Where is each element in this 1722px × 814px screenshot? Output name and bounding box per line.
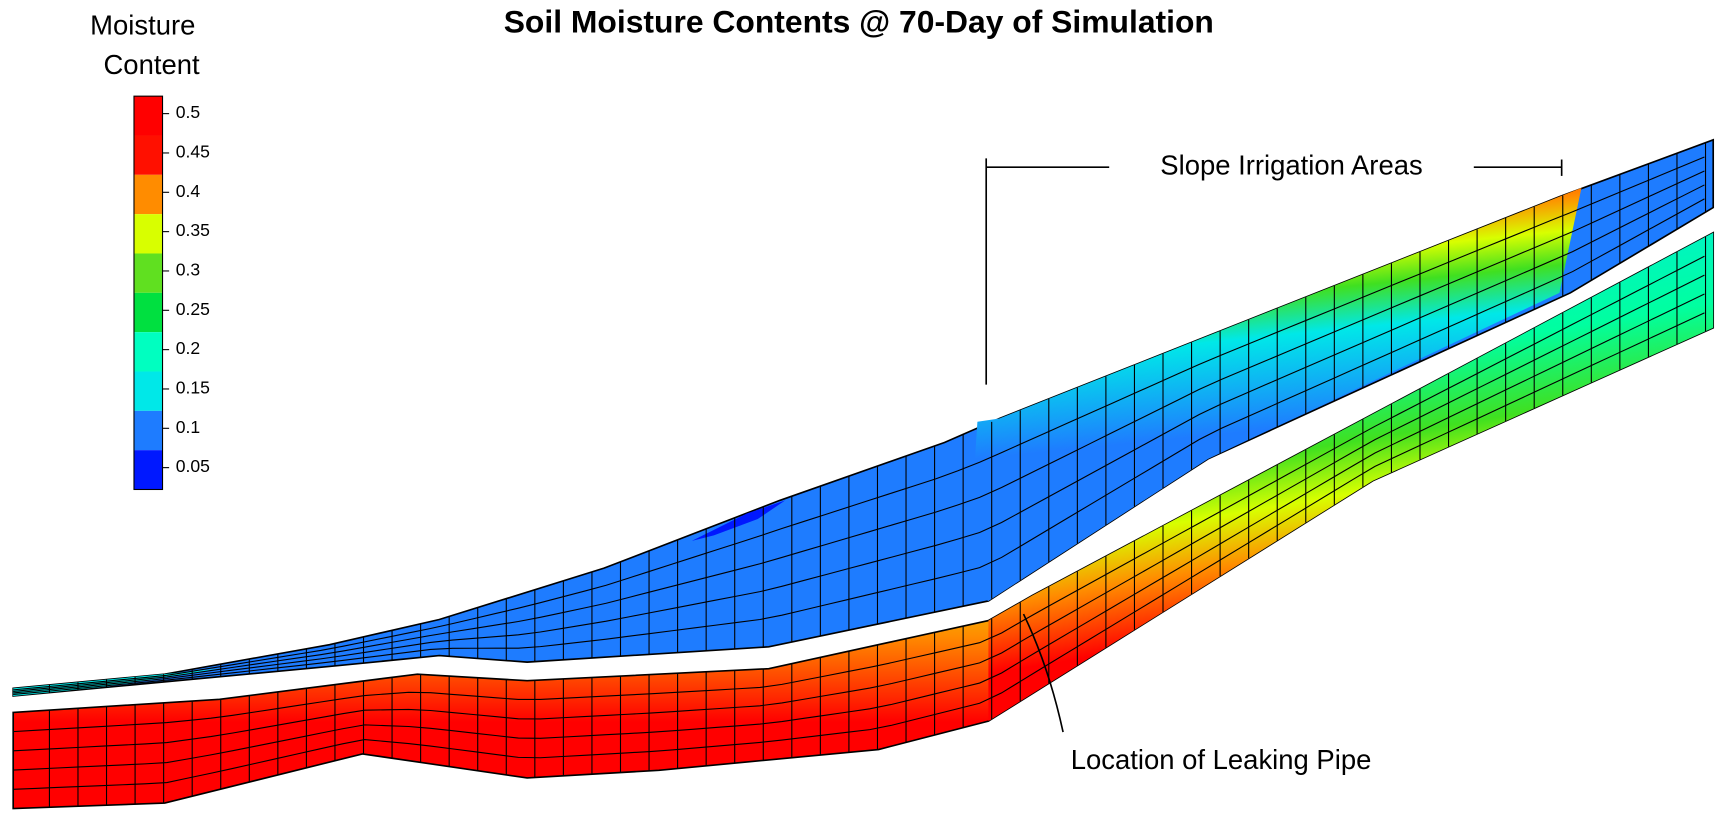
colorbar-label: 0.35	[176, 220, 210, 240]
pipe-pointer	[1022, 613, 1064, 733]
mesh-line	[13, 274, 1705, 752]
bracket	[985, 158, 1563, 385]
colorbar-label: 0.2	[176, 338, 200, 358]
colorbar-label: 0.25	[176, 299, 210, 319]
mesh-line	[13, 184, 1705, 694]
dry-spot	[691, 500, 786, 541]
colorbar-frame	[133, 95, 164, 491]
colorbar-label: 0.15	[176, 378, 210, 398]
mesh-line	[13, 255, 1705, 733]
colorbar-label: 0.05	[176, 456, 210, 476]
colorbar-segment	[133, 214, 163, 254]
colorbar-segment	[133, 410, 163, 451]
irrigated-zone	[966, 187, 1582, 601]
colorbar-label: 0.5	[176, 102, 200, 122]
colorbar-segment	[133, 253, 163, 293]
colorbar-segment	[133, 292, 163, 333]
colorbar-segment	[133, 450, 163, 490]
colorbar: 0.5 0.45 0.4 0.35 0.3 0.25 0.2 0.15 0.1 0.05	[133, 95, 210, 491]
colorbar-segment	[133, 96, 163, 136]
colorbar-label: 0.45	[176, 142, 210, 162]
title: Soil Moisture Contents @ 70-Day of Simul…	[504, 3, 1214, 39]
colorbar-label: 0.4	[176, 181, 201, 201]
mesh-line	[13, 293, 1705, 771]
colorbar-label: 0.3	[176, 260, 200, 280]
mesh-line	[13, 198, 1705, 696]
colorbar-segment	[133, 371, 163, 411]
colorbar-label: 0.1	[176, 417, 200, 437]
mesh	[13, 142, 1707, 808]
colorbar-segment	[133, 174, 163, 215]
annotation: Slope Irrigation Areas	[1160, 149, 1422, 180]
mesh-line	[13, 156, 1705, 691]
legend-title: Content	[103, 49, 200, 80]
legend-title: Moisture	[90, 10, 195, 41]
colorbar-segment	[133, 332, 163, 372]
upper-layer	[12, 138, 1715, 697]
mesh-line	[13, 170, 1705, 692]
annotation: Location of Leaking Pipe	[1071, 744, 1372, 775]
colorbar-segment	[133, 135, 163, 175]
mesh-line	[13, 312, 1705, 790]
lower-slope	[988, 232, 1714, 722]
